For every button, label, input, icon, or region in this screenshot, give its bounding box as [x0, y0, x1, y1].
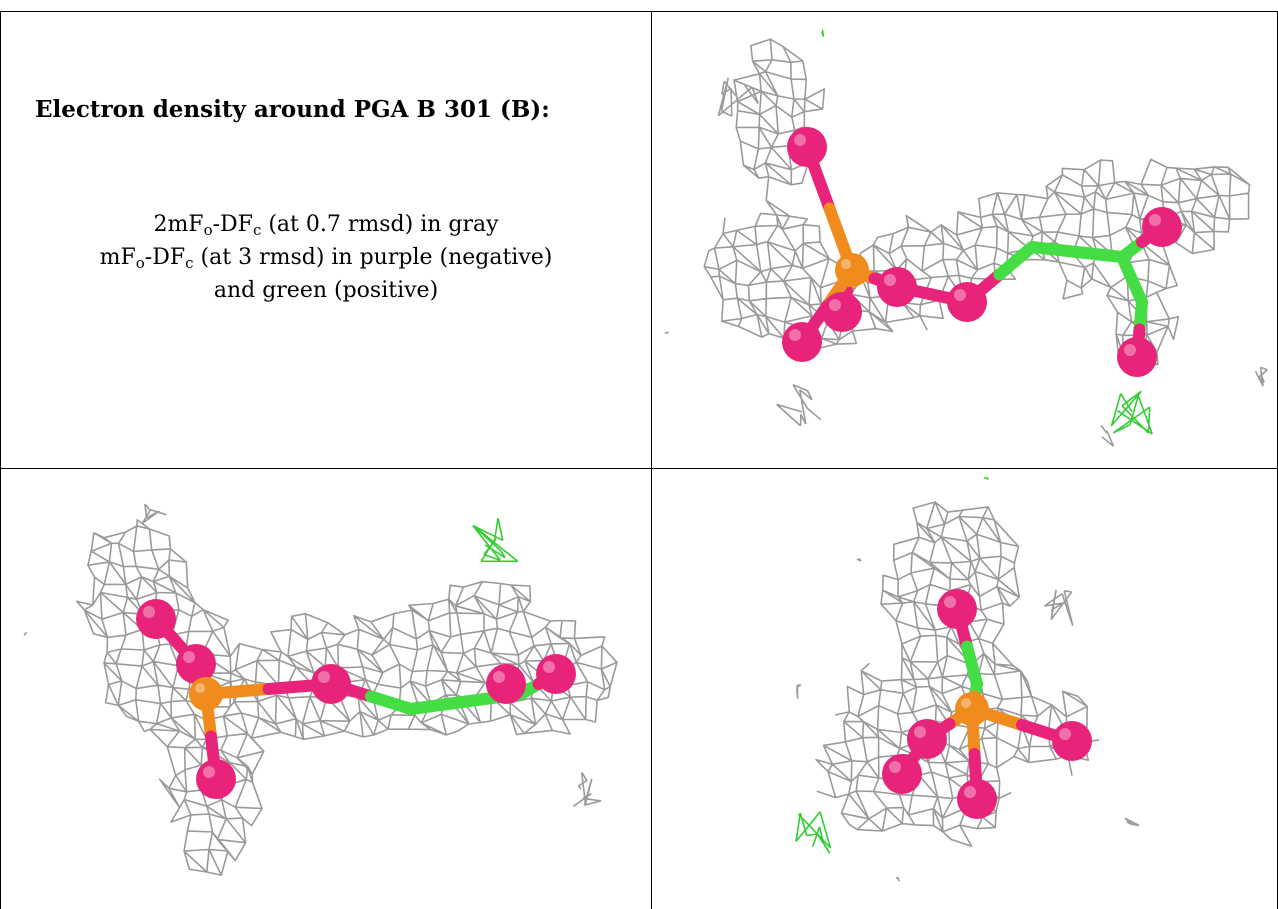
- oxygen-atom: [1142, 207, 1182, 247]
- oxygen-atom: [176, 644, 216, 684]
- oxygen-atom: [1052, 721, 1092, 761]
- oxygen-atom: [782, 322, 822, 362]
- table-top-border: [0, 11, 1278, 12]
- mesh-fragments-top-right: [664, 77, 1268, 447]
- atom-highlight: [960, 697, 972, 709]
- atom-highlight: [840, 258, 852, 270]
- oxygen-atom: [787, 127, 827, 167]
- atom-highlight: [794, 134, 806, 146]
- bond: [961, 640, 983, 690]
- table-middle-divider: [651, 11, 652, 909]
- bond: [993, 241, 1038, 281]
- phosphorus-atom: [955, 692, 989, 726]
- atom-highlight: [203, 766, 215, 778]
- atom-highlight: [183, 651, 195, 663]
- caption-heading: Electron density around PGA B 301 (B):: [35, 96, 550, 123]
- mesh-2fofc-bottom-right: [815, 501, 1100, 847]
- atom-highlight: [1059, 728, 1071, 740]
- mesh-2fofc-bottom-left: [76, 519, 618, 876]
- density-render-top-right: [664, 29, 1268, 447]
- density-view-bottom-left: [1, 469, 651, 909]
- mesh-positive-top-right: [821, 29, 1153, 435]
- atom-highlight: [954, 289, 966, 301]
- atom-highlight: [964, 786, 976, 798]
- density-view-top-right: [652, 12, 1277, 468]
- atom-highlight: [143, 606, 155, 618]
- legend-line-2fofc: 2mFo-DFc (at 0.7 rmsd) in gray: [153, 212, 499, 239]
- oxygen-atom: [877, 267, 917, 307]
- atom-highlight: [1124, 344, 1136, 356]
- atom-highlight: [884, 274, 896, 286]
- table-row-divider: [0, 468, 1278, 469]
- atom-highlight: [944, 596, 956, 608]
- density-view-bottom-right: [652, 469, 1277, 909]
- oxygen-atom: [957, 779, 997, 819]
- atom-highlight: [318, 671, 330, 683]
- oxygen-atom: [311, 664, 351, 704]
- table-left-border: [0, 11, 1, 909]
- ligand-bottom-right: [882, 589, 1092, 819]
- oxygen-atom: [486, 664, 526, 704]
- atom-highlight: [889, 761, 901, 773]
- density-render-bottom-right: [795, 476, 1140, 882]
- mesh-fragments-bottom-right: [796, 558, 1140, 882]
- atom-highlight: [789, 329, 801, 341]
- phosphorus-atom: [189, 677, 223, 711]
- ligand-top-right: [782, 127, 1182, 377]
- density-render-bottom-left: [23, 503, 618, 876]
- mesh-positive-bottom-left: [472, 518, 519, 563]
- oxygen-atom: [1117, 337, 1157, 377]
- oxygen-atom: [937, 589, 977, 629]
- legend-line-fofc: mFo-DFc (at 3 rmsd) in purple (negative): [99, 245, 553, 272]
- atom-highlight: [829, 299, 841, 311]
- caption-legend: 2mFo-DFc (at 0.7 rmsd) in gray mFo-DFc (…: [1, 208, 651, 307]
- atom-highlight: [194, 682, 206, 694]
- oxygen-atom: [536, 654, 576, 694]
- atom-highlight: [493, 671, 505, 683]
- bond: [365, 690, 417, 715]
- atom-highlight: [543, 661, 555, 673]
- atom-highlight: [1149, 214, 1161, 226]
- phosphorus-atom: [835, 253, 869, 287]
- bond: [1071, 246, 1128, 263]
- bond: [405, 695, 472, 715]
- oxygen-atom: [947, 282, 987, 322]
- mesh-2fofc-top-right: [703, 38, 1251, 373]
- oxygen-atom: [136, 599, 176, 639]
- ligand-bottom-left: [136, 599, 576, 799]
- bond: [1026, 241, 1083, 258]
- caption-cell: Electron density around PGA B 301 (B): 2…: [1, 12, 651, 468]
- oxygen-atom: [822, 292, 862, 332]
- oxygen-atom: [907, 719, 947, 759]
- atom-highlight: [914, 726, 926, 738]
- mesh-positive-bottom-right: [795, 476, 989, 854]
- legend-line-positive: and green (positive): [213, 278, 439, 303]
- oxygen-atom: [882, 754, 922, 794]
- mesh-fragments-bottom-left: [23, 503, 602, 807]
- oxygen-atom: [196, 759, 236, 799]
